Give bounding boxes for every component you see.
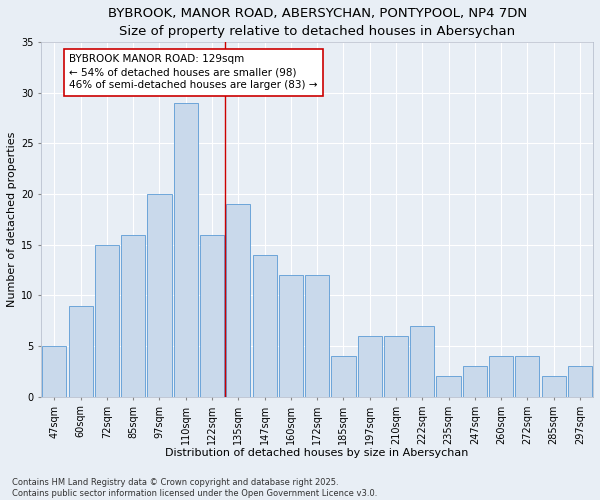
Bar	[489, 356, 513, 397]
Bar	[410, 326, 434, 397]
Bar	[121, 234, 145, 397]
Bar	[331, 356, 356, 397]
Bar	[226, 204, 250, 397]
Bar	[68, 306, 93, 397]
Y-axis label: Number of detached properties: Number of detached properties	[7, 132, 17, 307]
Text: Contains HM Land Registry data © Crown copyright and database right 2025.
Contai: Contains HM Land Registry data © Crown c…	[12, 478, 377, 498]
Bar	[436, 376, 461, 397]
Bar	[384, 336, 408, 397]
Bar	[148, 194, 172, 397]
Bar	[358, 336, 382, 397]
Bar	[200, 234, 224, 397]
Bar	[253, 255, 277, 397]
Bar	[95, 244, 119, 397]
Bar	[279, 275, 303, 397]
X-axis label: Distribution of detached houses by size in Abersychan: Distribution of detached houses by size …	[166, 448, 469, 458]
Bar	[542, 376, 566, 397]
Bar	[43, 346, 67, 397]
Bar	[173, 102, 198, 397]
Bar	[515, 356, 539, 397]
Text: BYBROOK MANOR ROAD: 129sqm
← 54% of detached houses are smaller (98)
46% of semi: BYBROOK MANOR ROAD: 129sqm ← 54% of deta…	[69, 54, 317, 90]
Bar	[463, 366, 487, 397]
Title: BYBROOK, MANOR ROAD, ABERSYCHAN, PONTYPOOL, NP4 7DN
Size of property relative to: BYBROOK, MANOR ROAD, ABERSYCHAN, PONTYPO…	[107, 7, 527, 38]
Bar	[305, 275, 329, 397]
Bar	[568, 366, 592, 397]
